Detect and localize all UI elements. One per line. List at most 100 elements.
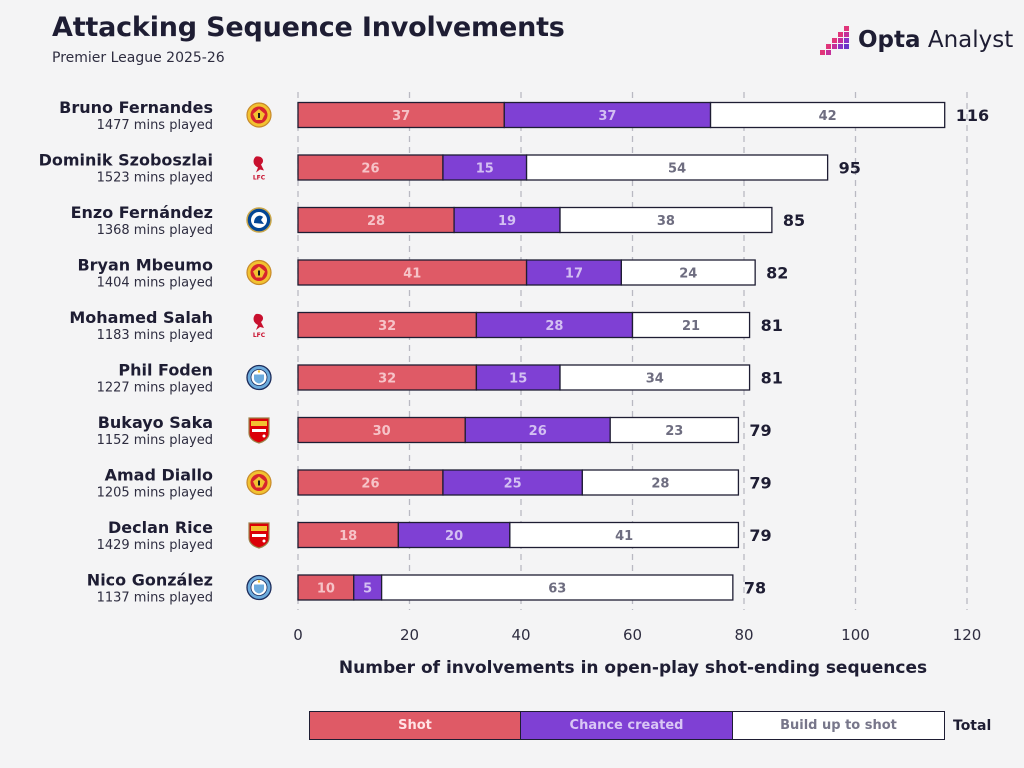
man-utd-crest-icon (246, 102, 272, 128)
bar-total-label: 116 (956, 106, 989, 125)
player-name: Bryan Mbeumo (77, 256, 213, 275)
player-minutes: 1152 mins played (97, 433, 213, 448)
player-minutes: 1183 mins played (97, 328, 213, 343)
bar-shot-label: 30 (373, 424, 391, 439)
bar-buildup (380, 574, 734, 601)
bar-shot-label: 32 (378, 372, 396, 387)
legend-shot: Shot (309, 711, 521, 740)
bar-chance (525, 259, 623, 286)
player-name: Amad Diallo (105, 466, 213, 485)
bar-total-label: 81 (761, 316, 783, 335)
bar-chance (503, 101, 712, 129)
bar-shot-label: 26 (361, 162, 379, 177)
bar-shot (297, 521, 399, 549)
bar-shot-label: 28 (367, 214, 385, 229)
man-city-crest-icon (246, 364, 272, 391)
bar-buildup-label: 23 (665, 424, 683, 439)
x-tick-label: 0 (293, 626, 303, 644)
bar-chance-label: 15 (476, 162, 494, 177)
x-axis-label: Number of involvements in open-play shot… (338, 658, 928, 678)
legend: Shot Chance created Build up to shot Tot… (309, 711, 991, 740)
liverpool-crest-icon: LFC (253, 313, 266, 339)
bar-shot (297, 364, 478, 391)
player-minutes: 1404 mins played (97, 276, 213, 291)
player-name: Mohamed Salah (69, 308, 213, 327)
x-tick-label: 20 (400, 626, 419, 644)
bar-total-label: 81 (761, 369, 783, 388)
player-name: Nico González (87, 571, 213, 590)
player-minutes: 1137 mins played (97, 591, 213, 606)
bar-total-label: 78 (744, 579, 766, 598)
bar-shot-label: 10 (317, 582, 335, 597)
bar-chance (397, 521, 511, 549)
svg-text:LFC: LFC (253, 175, 266, 182)
player-minutes: 1477 mins played (97, 118, 213, 133)
bar-buildup (581, 469, 740, 496)
bar-buildup-label: 24 (679, 267, 697, 282)
bar-total-label: 79 (749, 526, 771, 545)
player-minutes: 1227 mins played (97, 381, 213, 396)
liverpool-crest-icon: LFC (253, 156, 266, 182)
arsenal-crest-icon (248, 417, 270, 444)
man-utd-crest-icon (246, 469, 272, 496)
bar-shot-label: 18 (339, 529, 357, 544)
bar-buildup (609, 416, 740, 444)
bar-shot-label: 37 (392, 109, 410, 124)
x-tick-label: 40 (511, 626, 530, 644)
legend-total: Total (953, 717, 992, 734)
bar-chance-label: 28 (545, 319, 563, 334)
player-name: Bukayo Saka (98, 413, 213, 432)
bar-total-label: 79 (749, 474, 771, 493)
bar-shot (297, 259, 528, 286)
bar-total-label: 79 (749, 421, 771, 440)
x-tick-label: 100 (841, 626, 870, 644)
bar-total-label: 82 (766, 264, 788, 283)
man-utd-crest-icon (246, 259, 272, 286)
bar-buildup (509, 521, 740, 549)
player-name: Phil Foden (118, 361, 213, 380)
player-name: Dominik Szoboszlai (39, 151, 213, 170)
bar-buildup-label: 38 (657, 214, 675, 229)
chelsea-crest-icon (246, 207, 272, 233)
brand-name: Opta Analyst (858, 27, 1014, 53)
bar-buildup (559, 364, 751, 391)
bar-buildup-label: 34 (646, 372, 664, 387)
bar-shot-label: 26 (361, 477, 379, 492)
player-name: Declan Rice (108, 518, 213, 537)
bar-buildup-label: 41 (615, 529, 633, 544)
opta-analyst-logo: Opta Analyst (818, 22, 1013, 58)
bar-chance-label: 17 (565, 267, 583, 282)
bar-shot (297, 416, 466, 444)
player-minutes: 1523 mins played (97, 171, 213, 186)
bar-total-label: 85 (783, 211, 805, 230)
bar-buildup-label: 28 (651, 477, 669, 492)
bar-buildup (709, 101, 946, 129)
bar-shot (297, 574, 355, 601)
x-tick-label: 80 (734, 626, 753, 644)
bar-chance-label: 26 (529, 424, 547, 439)
bar-buildup (631, 311, 751, 339)
arsenal-crest-icon (248, 522, 270, 549)
player-name: Enzo Fernández (71, 203, 213, 222)
bar-chance (442, 469, 583, 496)
bar-total-label: 95 (839, 159, 861, 178)
bar-chance-label: 5 (363, 582, 372, 597)
bar-shot-label: 32 (378, 319, 396, 334)
chart-subtitle: Premier League 2025-26 (52, 50, 225, 66)
bar-chance-label: 37 (598, 109, 616, 124)
bar-chance (453, 206, 561, 234)
bar-chance-label: 19 (498, 214, 516, 229)
bar-buildup-label: 54 (668, 162, 686, 177)
bar-chance (475, 311, 634, 339)
player-name: Bruno Fernandes (59, 98, 213, 117)
bar-buildup-label: 21 (682, 319, 700, 334)
x-tick-label: 120 (953, 626, 982, 644)
bar-chance-label: 15 (509, 372, 527, 387)
x-tick-label: 60 (623, 626, 642, 644)
bar-shot-label: 41 (403, 267, 421, 282)
player-minutes: 1429 mins played (97, 538, 213, 553)
bar-chance-label: 25 (504, 477, 522, 492)
bar-buildup (525, 154, 829, 181)
bar-buildup-label: 63 (548, 582, 566, 597)
player-minutes: 1368 mins played (97, 223, 213, 238)
